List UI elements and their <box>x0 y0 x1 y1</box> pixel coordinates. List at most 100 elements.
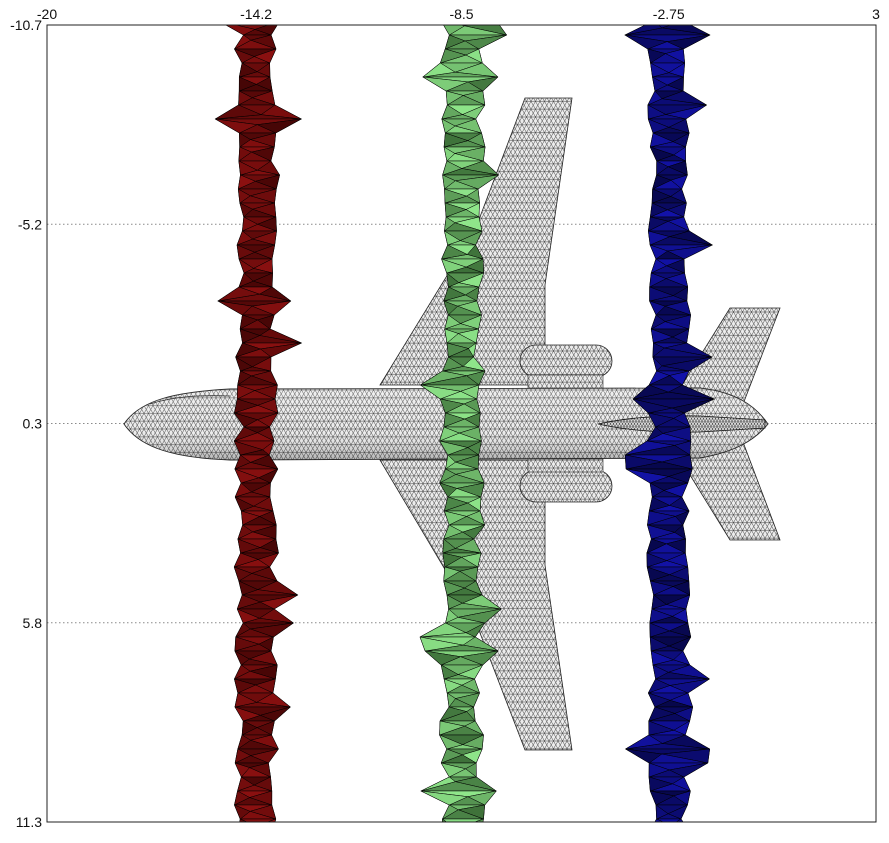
isosurface-facet <box>235 342 262 358</box>
isosurface-facet <box>217 300 253 316</box>
isosurface-facet <box>236 608 261 624</box>
isosurface-blue <box>624 25 715 833</box>
isosurface-facet <box>647 678 671 694</box>
isosurface-facet <box>236 230 254 246</box>
isosurface-facet <box>655 804 669 820</box>
isosurface-facet <box>443 146 456 162</box>
isosurface-facet <box>234 482 253 498</box>
isosurface-facet <box>648 230 671 246</box>
isosurface-facet <box>646 538 668 554</box>
isosurface-facet <box>473 818 484 822</box>
isosurface-facet <box>442 538 456 554</box>
isosurface-facet <box>439 398 465 414</box>
isosurface-facet <box>233 566 253 582</box>
isosurface-facet <box>649 790 675 806</box>
isosurface-facet <box>443 580 466 596</box>
isosurface-facet <box>444 230 461 246</box>
isosurface-facet <box>649 622 671 638</box>
isosurface-facet <box>441 258 468 274</box>
isosurface-facet <box>648 776 674 792</box>
isosurface-facet <box>632 398 673 414</box>
isosurface-facet <box>625 734 664 750</box>
isosurface-facet <box>624 34 668 50</box>
isosurface-facet <box>440 664 459 680</box>
isosurface-facet <box>625 748 663 764</box>
isosurface-facet <box>238 580 259 596</box>
isosurface-facet <box>239 328 261 344</box>
isosurface-facet <box>649 636 670 652</box>
isosurface-facet <box>445 454 456 470</box>
isosurface-facet <box>238 258 255 274</box>
isosurface-facet <box>420 384 462 400</box>
isosurface-facet <box>649 202 669 218</box>
isosurface-facet <box>647 692 671 708</box>
isosurface-facet <box>647 118 670 134</box>
isosurface-facet <box>647 412 675 428</box>
isosurface-facet <box>236 384 256 400</box>
y-tick-label: -10.7 <box>10 17 42 33</box>
isosurface-facet <box>241 720 258 736</box>
isosurface-facet <box>444 34 466 50</box>
isosurface-facet <box>652 356 663 372</box>
isosurface-facet <box>242 216 259 232</box>
isosurface-facet <box>234 468 260 484</box>
left-engine <box>519 344 613 378</box>
isosurface-facet <box>652 76 668 92</box>
isosurface-facet <box>241 510 261 526</box>
isosurface-facet <box>440 762 467 778</box>
x-tick-label: -8.5 <box>449 6 473 22</box>
isosurface-facet <box>625 468 670 484</box>
isosurface-facet <box>439 468 457 484</box>
isosurface-layers <box>214 25 715 833</box>
isosurface-facet <box>439 734 464 750</box>
isosurface-facet <box>444 328 459 344</box>
isosurface-facet <box>652 342 665 358</box>
isosurface-facet <box>444 510 468 526</box>
isosurface-facet <box>239 314 259 330</box>
isosurface-facet <box>237 174 256 190</box>
isosurface-facet <box>650 62 670 78</box>
isosurface-facet <box>675 818 684 822</box>
isosurface-facet <box>652 174 672 190</box>
isosurface-facet <box>233 552 259 568</box>
y-axis-tick-labels: -10.7 -5.2 0.3 5.8 11.3 <box>10 17 42 830</box>
isosurface-facet <box>236 244 256 260</box>
isosurface-facet <box>648 825 691 833</box>
isosurface-facet <box>234 650 250 666</box>
isosurface-facet <box>238 76 257 92</box>
isosurface-facet <box>233 426 259 442</box>
isosurface-facet <box>443 412 466 428</box>
isosurface-facet <box>443 524 464 540</box>
isosurface-facet <box>233 412 259 428</box>
x-tick-label: -20 <box>37 6 57 22</box>
isosurface-facet <box>233 804 251 820</box>
isosurface-facet <box>446 342 470 358</box>
isosurface-facet <box>235 356 253 372</box>
isosurface-facet <box>439 440 469 456</box>
x-axis-tick-labels: -20 -14.2 -8.5 -2.75 3 <box>37 6 880 22</box>
isosurface-facet <box>646 552 668 568</box>
isosurface-facet <box>238 826 273 833</box>
isosurface-facet <box>233 34 252 50</box>
isosurface-facet <box>649 482 665 498</box>
isosurface-facet <box>234 678 257 694</box>
isosurface-facet <box>650 650 675 666</box>
isosurface-facet <box>654 818 664 822</box>
isosurface-facet <box>446 272 460 288</box>
isosurface-facet <box>420 790 469 806</box>
isosurface-facet <box>652 664 669 680</box>
isosurface-facet <box>439 48 467 64</box>
isosurface-facet <box>441 818 484 822</box>
isosurface-facet <box>234 762 250 778</box>
isosurface-facet <box>234 496 255 512</box>
isosurface-facet <box>650 258 668 274</box>
isosurface-facet <box>443 678 463 694</box>
y-tick-label: 11.3 <box>16 814 42 830</box>
isosurface-facet <box>237 538 261 554</box>
isosurface-facet <box>237 188 251 204</box>
isosurface-facet <box>443 286 467 302</box>
isosurface-facet <box>240 818 276 822</box>
isosurface-facet <box>647 510 676 526</box>
isosurface-facet <box>647 90 663 106</box>
